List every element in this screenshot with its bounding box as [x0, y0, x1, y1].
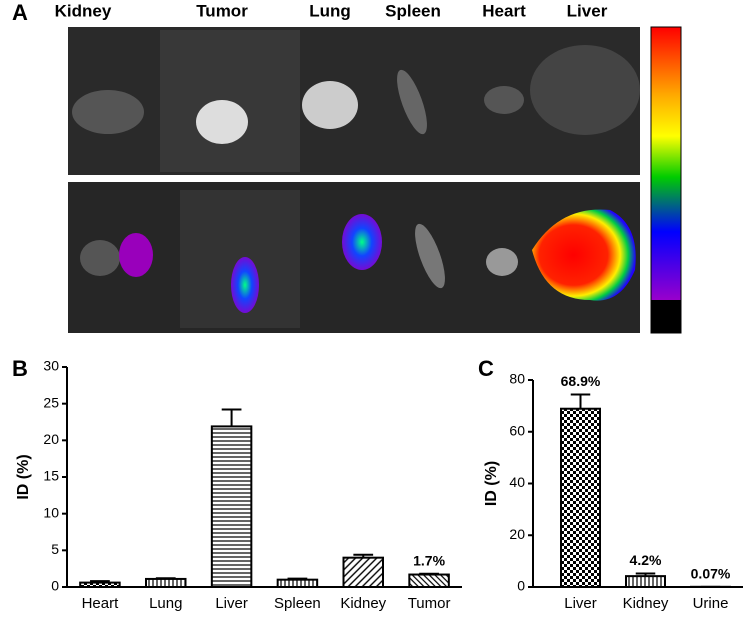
y-tick-label: 25: [43, 394, 59, 410]
value-label: 1.7%: [413, 553, 445, 569]
spleen-photo: [415, 223, 445, 289]
y-axis-label: ID (%): [483, 461, 500, 506]
kidney-signal: [119, 233, 153, 277]
x-tick-label: Urine: [693, 595, 729, 612]
y-tick-label: 10: [43, 504, 59, 520]
y-tick-label: 40: [509, 474, 525, 490]
tumor-signal: [231, 257, 259, 313]
x-tick-label: Tumor: [408, 595, 451, 612]
value-label: 68.9%: [561, 373, 601, 389]
bar: [560, 407, 601, 588]
bar: [145, 577, 187, 589]
x-tick-label: Kidney: [623, 595, 669, 612]
y-tick-label: 0: [51, 578, 59, 594]
bar: [408, 573, 450, 588]
organ-label: Spleen: [385, 1, 441, 20]
panel-label: A: [12, 0, 28, 25]
value-label: 4.2%: [630, 552, 662, 568]
panel-label: C: [478, 356, 494, 381]
kidney-photo: [80, 240, 120, 276]
organ-label: Tumor: [196, 1, 248, 20]
lung-photo: [302, 81, 358, 129]
y-tick-label: 80: [509, 371, 525, 387]
spleen-photo: [397, 69, 427, 135]
colorbar-bottom: [651, 300, 681, 333]
y-tick-label: 0: [517, 578, 525, 594]
liver-signal: [532, 209, 636, 301]
lung-signal: [342, 214, 382, 270]
bar: [79, 581, 121, 588]
x-tick-label: Liver: [215, 595, 248, 612]
heart-photo: [484, 86, 524, 114]
x-tick-label: Liver: [564, 595, 597, 612]
kidney-photo: [72, 90, 144, 134]
panel-label: B: [12, 356, 28, 381]
heart-photo: [486, 248, 518, 276]
bar: [342, 556, 384, 589]
x-tick-label: Lung: [149, 595, 182, 612]
value-label: 0.07%: [691, 566, 731, 582]
panel-a-images: [68, 26, 682, 334]
y-tick-label: 15: [43, 468, 59, 484]
y-axis-label: ID (%): [15, 454, 32, 499]
y-tick-label: 60: [509, 422, 525, 438]
colorbar-frame: [650, 26, 682, 334]
x-tick-label: Heart: [82, 595, 120, 612]
bar: [210, 425, 253, 588]
y-tick-label: 5: [51, 541, 59, 557]
y-tick-label: 20: [509, 526, 525, 542]
organ-label: Heart: [482, 1, 526, 20]
organ-label: Lung: [309, 1, 351, 20]
tumor-photo: [196, 100, 248, 144]
bar: [625, 575, 666, 589]
organ-label: Liver: [567, 1, 608, 20]
y-tick-label: 30: [43, 358, 59, 374]
bar: [276, 578, 319, 589]
organ-label: Kidney: [55, 1, 112, 20]
x-tick-label: Kidney: [340, 595, 386, 612]
x-tick-label: Spleen: [274, 595, 321, 612]
liver-photo: [530, 45, 640, 135]
photo-tumor-bg: [160, 30, 300, 172]
y-tick-label: 20: [43, 431, 59, 447]
colorbar: [651, 27, 681, 300]
